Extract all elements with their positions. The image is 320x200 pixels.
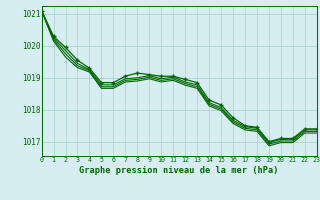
X-axis label: Graphe pression niveau de la mer (hPa): Graphe pression niveau de la mer (hPa): [79, 166, 279, 175]
